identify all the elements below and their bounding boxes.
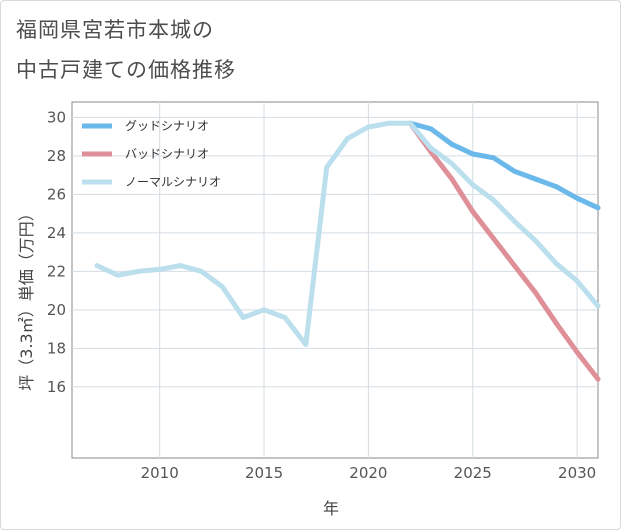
bad-scenario-point [532, 290, 538, 296]
normal-scenario-point [407, 120, 413, 126]
normal-scenario-point [553, 261, 559, 267]
x-tick-label: 2015 [245, 464, 283, 482]
normal-scenario-point [512, 218, 518, 224]
x-tick-label: 2010 [141, 464, 179, 482]
normal-scenario-point [365, 124, 371, 130]
y-tick-label: 16 [47, 378, 66, 396]
normal-scenario-point [94, 263, 100, 269]
x-tick-label: 2030 [558, 464, 596, 482]
normal-scenario-point [115, 272, 121, 278]
normal-scenario-point [428, 145, 434, 151]
good-scenario-point [449, 141, 455, 147]
good-scenario-point [428, 126, 434, 132]
good-scenario-point [470, 151, 476, 157]
bad-scenario-point [491, 236, 497, 242]
good-scenario-point [491, 155, 497, 161]
normal-scenario-point [178, 263, 184, 269]
good-scenario-point [553, 184, 559, 190]
normal-scenario-point [386, 120, 392, 126]
normal-scenario-point [470, 182, 476, 188]
normal-scenario-point [491, 197, 497, 203]
normal-scenario-point [240, 315, 246, 321]
y-tick-label: 24 [47, 224, 66, 242]
normal-scenario-point [595, 303, 601, 309]
x-tick-label: 2020 [349, 464, 387, 482]
good-scenario-point [574, 195, 580, 201]
bad-scenario-point [595, 376, 601, 382]
y-tick-label: 22 [47, 262, 66, 280]
x-tick-label: 2025 [454, 464, 492, 482]
good-scenario-point [595, 205, 601, 211]
good-scenario-line [407, 120, 601, 211]
normal-scenario-point [345, 136, 351, 142]
bad-scenario-point [449, 176, 455, 182]
y-tick-label: 28 [47, 147, 66, 165]
good-scenario-point [532, 176, 538, 182]
chart-title-line-1: 福岡県宮若市本城の [16, 18, 214, 42]
normal-scenario-point [157, 266, 163, 272]
normal-scenario-point [532, 238, 538, 244]
good-scenario-point [512, 168, 518, 174]
normal-scenario-legend-label: ノーマルシナリオ [125, 175, 221, 189]
normal-scenario-point [574, 278, 580, 284]
bad-scenario-legend-label: バッドシナリオ [125, 147, 209, 161]
bad-scenario-point [574, 349, 580, 355]
tick-labels: 2010 2015 2020 2025 2030 16 18 20 22 24 26 28 30 [47, 108, 596, 482]
normal-scenario-point [219, 284, 225, 290]
y-axis-title: 坪（3.3㎡）単価（万円） [17, 205, 36, 390]
normal-scenario-point [261, 307, 267, 313]
bad-scenario-line [407, 120, 601, 382]
normal-scenario-point [449, 161, 455, 167]
series-layer [94, 120, 601, 382]
y-tick-label: 30 [47, 108, 66, 126]
bad-scenario-point [512, 263, 518, 269]
y-tick-label: 20 [47, 301, 66, 319]
normal-scenario-point [136, 268, 142, 274]
normal-scenario-point [324, 164, 330, 170]
y-tick-label: 26 [47, 185, 66, 203]
good-scenario-legend-label: グッドシナリオ [125, 119, 209, 133]
y-tick-label: 18 [47, 339, 66, 357]
bad-scenario-point [553, 320, 559, 326]
normal-scenario-point [198, 268, 204, 274]
bad-scenario-point [470, 209, 476, 215]
x-axis-title: 年 [323, 499, 339, 518]
chart-title-line-2: 中古戸建ての価格推移 [16, 58, 236, 82]
normal-scenario-point [303, 341, 309, 347]
normal-scenario-point [282, 315, 288, 321]
